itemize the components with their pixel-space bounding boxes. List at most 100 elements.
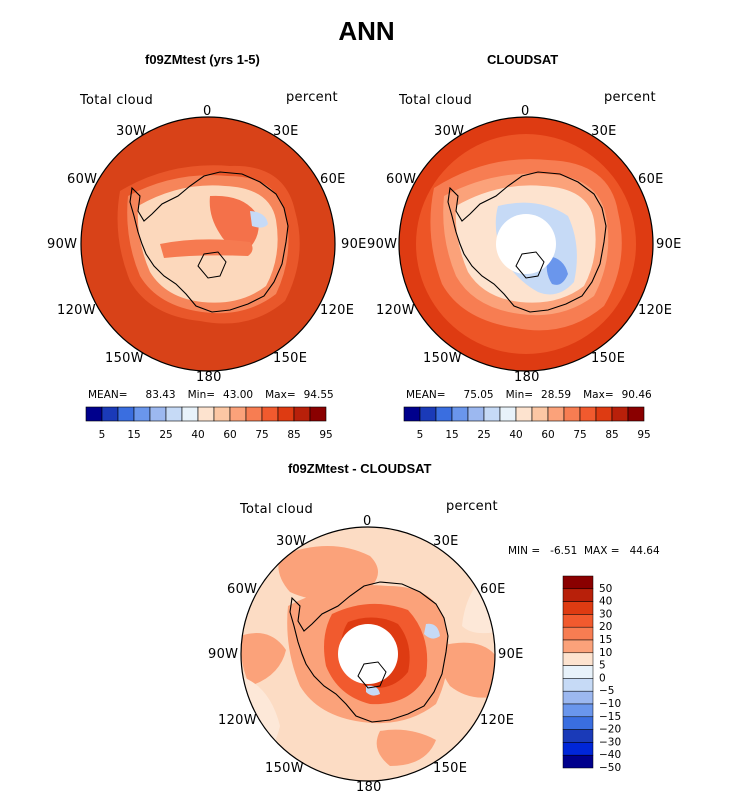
panel-3-lon-180: 180	[356, 780, 382, 795]
colorbar-tick-label: 15	[445, 429, 458, 441]
colorbar-swatch	[309, 406, 327, 422]
colorbar-swatch	[611, 406, 629, 422]
panel-3-polar-map	[240, 526, 496, 782]
min-label: Min=	[187, 389, 216, 401]
colorbar-swatch	[562, 639, 594, 654]
colorbar-tick-label: 75	[573, 429, 586, 441]
panel-2-stats: MEAN= 75.05 Min= 28.59 Max= 90.46	[406, 389, 652, 401]
colorbar-swatch	[419, 406, 437, 422]
colorbar-swatch	[467, 406, 485, 422]
panel-3-lon-150e: 150E	[433, 761, 468, 776]
mean-label: MEAN=	[406, 389, 446, 401]
panel-1-lon-30e: 30E	[273, 124, 299, 139]
panel-1-lon-30w: 30W	[116, 124, 147, 139]
colorbar-swatch	[562, 678, 594, 692]
panel-2-lon-150w: 150W	[423, 351, 462, 366]
colorbar-swatch	[213, 406, 231, 422]
panel-3-lon-90e: 90E	[498, 647, 524, 662]
colorbar-swatch	[562, 588, 594, 602]
mean-dashes	[446, 389, 456, 401]
colorbar-tick-label: 50	[599, 583, 612, 595]
ross-ice-coast	[197, 251, 227, 279]
colorbar-tick-label: −50	[599, 762, 621, 774]
colorbar-swatch	[435, 406, 453, 422]
colorbar-swatch	[627, 406, 645, 422]
colorbar-swatch	[531, 406, 549, 422]
map-boundary	[240, 526, 496, 782]
min-label: Min=	[505, 389, 534, 401]
panel-2-colorbar: 5 15 25 40 60 75 85 95	[403, 406, 650, 441]
min-value: 43.00	[223, 389, 254, 401]
colorbar-swatch	[562, 652, 594, 666]
panel-3-lon-30e: 30E	[433, 534, 459, 549]
colorbar-swatch	[101, 406, 119, 422]
panel-1-units-label: percent	[286, 90, 338, 105]
colorbar-tick-label: 40	[191, 429, 204, 441]
panel-2-lon-0: 0	[521, 104, 530, 119]
panel-1-stats: MEAN= 83.43 Min= 43.00 Max= 94.55	[88, 389, 334, 401]
interior-ridge	[160, 239, 253, 258]
panel-3-lon-30w: 30W	[276, 534, 307, 549]
colorbar-swatch	[403, 406, 421, 422]
colorbar-swatch	[547, 406, 565, 422]
missing-data-pole	[496, 214, 556, 274]
ross-ice-coast	[515, 251, 545, 279]
panel-2-lon-30w: 30W	[434, 124, 465, 139]
panel-2-variable-label: Total cloud	[399, 93, 472, 108]
mean-dashes	[128, 389, 138, 401]
colorbar-swatch	[579, 406, 597, 422]
mean-label: MEAN=	[88, 389, 128, 401]
max-label: Max=	[583, 389, 614, 401]
colorbar-tick-label: 25	[477, 429, 490, 441]
colorbar-tick-label: −20	[599, 724, 621, 736]
panel-1-lon-120w: 120W	[57, 303, 96, 318]
panel-1-title: f09ZMtest (yrs 1-5)	[145, 52, 260, 67]
panel-1-lon-60w: 60W	[67, 172, 98, 187]
colorbar-swatch	[515, 406, 533, 422]
diff-patch-east	[439, 642, 495, 698]
panel-2-lon-60w: 60W	[386, 172, 417, 187]
max-label: Max=	[265, 389, 296, 401]
colorbar-tick-label: 15	[127, 429, 140, 441]
interior-min	[250, 211, 268, 228]
colorbar-swatch	[562, 703, 594, 718]
panel-3-lon-150w: 150W	[265, 761, 304, 776]
colorbar-swatch	[85, 406, 103, 422]
colorbar-swatch	[562, 665, 594, 679]
max-value: 94.55	[303, 389, 334, 401]
colorbar-tick-label: −15	[599, 711, 621, 723]
mean-value: 75.05	[463, 389, 494, 401]
colorbar-swatch	[562, 716, 594, 730]
colorbar-swatch	[165, 406, 183, 422]
colorbar-tick-label: 75	[255, 429, 268, 441]
panel-1-lon-150w: 150W	[105, 351, 144, 366]
colorbar-swatch	[293, 406, 311, 422]
panel-2-lon-120e: 120E	[638, 303, 673, 318]
colorbar-tick-label: 40	[599, 596, 612, 608]
colorbar-tick-label: −40	[599, 749, 621, 761]
colorbar-swatch	[562, 690, 594, 705]
map-boundary	[80, 116, 336, 372]
diff-patch-south	[376, 729, 436, 766]
colorbar-tick-label: 5	[99, 429, 106, 441]
colorbar-swatch	[562, 614, 594, 628]
colorbar-swatch	[149, 406, 167, 422]
panel-2-lon-60e: 60E	[638, 172, 664, 187]
colorbar-swatch	[562, 601, 594, 615]
main-title: ANN	[338, 16, 395, 46]
missing-data-pole	[338, 624, 398, 684]
colorbar-tick-label: 95	[637, 429, 650, 441]
colorbar-swatch	[562, 742, 594, 756]
panel-1-lon-120e: 120E	[320, 303, 355, 318]
colorbar-tick-label: 60	[223, 429, 236, 441]
colorbar-swatch	[483, 406, 501, 422]
panel-3-lon-60w: 60W	[227, 582, 258, 597]
colorbar-tick-label: −30	[599, 736, 621, 748]
panel-3-lon-120w: 120W	[218, 713, 257, 728]
panel-3-title: f09ZMtest - CLOUDSAT	[288, 461, 432, 476]
panel-1-variable-label: Total cloud	[80, 93, 153, 108]
panel-1-lon-180: 180	[196, 370, 222, 385]
colorbar-tick-label: 15	[599, 634, 612, 646]
panel-2-lon-150e: 150E	[591, 351, 626, 366]
